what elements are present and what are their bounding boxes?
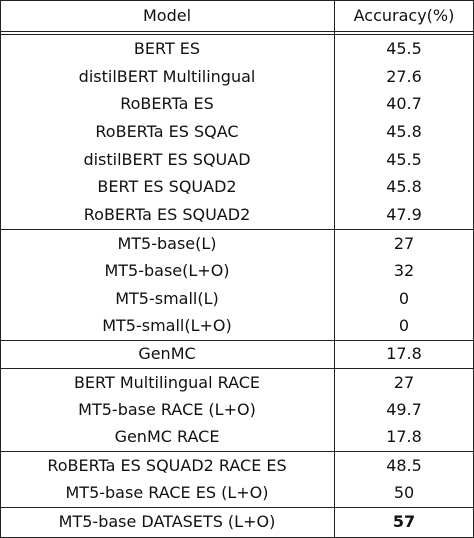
table-row-accuracy: 45.5 <box>386 39 422 58</box>
group-separator <box>0 229 474 230</box>
table-row-model: distilBERT Multilingual <box>78 67 256 86</box>
table-row-model: GenMC RACE <box>114 427 220 446</box>
table-row-model: MT5-base RACE ES (L+O) <box>65 483 269 502</box>
table-row-model: MT5-small(L+O) <box>102 316 232 335</box>
table-row-model: RoBERTa ES SQAC <box>95 122 239 141</box>
header-rule <box>0 31 474 32</box>
group-separator <box>0 451 474 452</box>
table-row-accuracy: 40.7 <box>386 94 422 113</box>
table-row-model: MT5-base(L) <box>117 234 217 253</box>
table-row-accuracy: 27 <box>393 234 415 253</box>
table-row-model: MT5-base RACE (L+O) <box>78 400 256 419</box>
group-separator <box>0 507 474 508</box>
table-row-accuracy: 32 <box>393 261 415 280</box>
table-row-model: RoBERTa ES SQUAD2 <box>83 205 251 224</box>
table-row-model: distilBERT ES SQUAD <box>83 150 251 169</box>
table-row-accuracy: 0 <box>398 316 410 335</box>
table-row-model: MT5-base DATASETS (L+O) <box>58 512 276 531</box>
table-top-border <box>0 0 474 1</box>
table-row-model: RoBERTa ES SQUAD2 RACE ES <box>47 456 287 475</box>
table-row-accuracy: 27 <box>393 373 415 392</box>
column-divider <box>334 0 335 538</box>
table-row-accuracy: 49.7 <box>386 400 422 419</box>
table-row-accuracy: 45.8 <box>386 177 422 196</box>
table-row-accuracy: 45.5 <box>386 150 422 169</box>
header-rule-double <box>0 34 474 35</box>
table-row-model: BERT ES <box>133 39 201 58</box>
header-model: Model <box>142 6 192 25</box>
table-row-model: MT5-small(L) <box>115 289 219 308</box>
table-left-border <box>0 0 1 538</box>
table-row-model: MT5-base(L+O) <box>104 261 230 280</box>
table-row-model: GenMC <box>138 344 196 363</box>
table-row-accuracy: 17.8 <box>386 344 422 363</box>
table-row-accuracy: 0 <box>398 289 410 308</box>
table-row-accuracy: 47.9 <box>386 205 422 224</box>
header-accuracy: Accuracy(%) <box>353 6 455 25</box>
group-separator <box>0 368 474 369</box>
table-row-model: BERT ES SQUAD2 <box>97 177 237 196</box>
table-row-model: BERT Multilingual RACE <box>73 373 261 392</box>
table-row-accuracy: 17.8 <box>386 427 422 446</box>
table-row-accuracy: 27.6 <box>386 67 422 86</box>
table-row-model: RoBERTa ES <box>120 94 214 113</box>
table-row-accuracy: 50 <box>393 483 415 502</box>
group-separator <box>0 340 474 341</box>
table-row-accuracy: 48.5 <box>386 456 422 475</box>
table-row-accuracy-best: 57 <box>392 512 416 531</box>
table-row-accuracy: 45.8 <box>386 122 422 141</box>
